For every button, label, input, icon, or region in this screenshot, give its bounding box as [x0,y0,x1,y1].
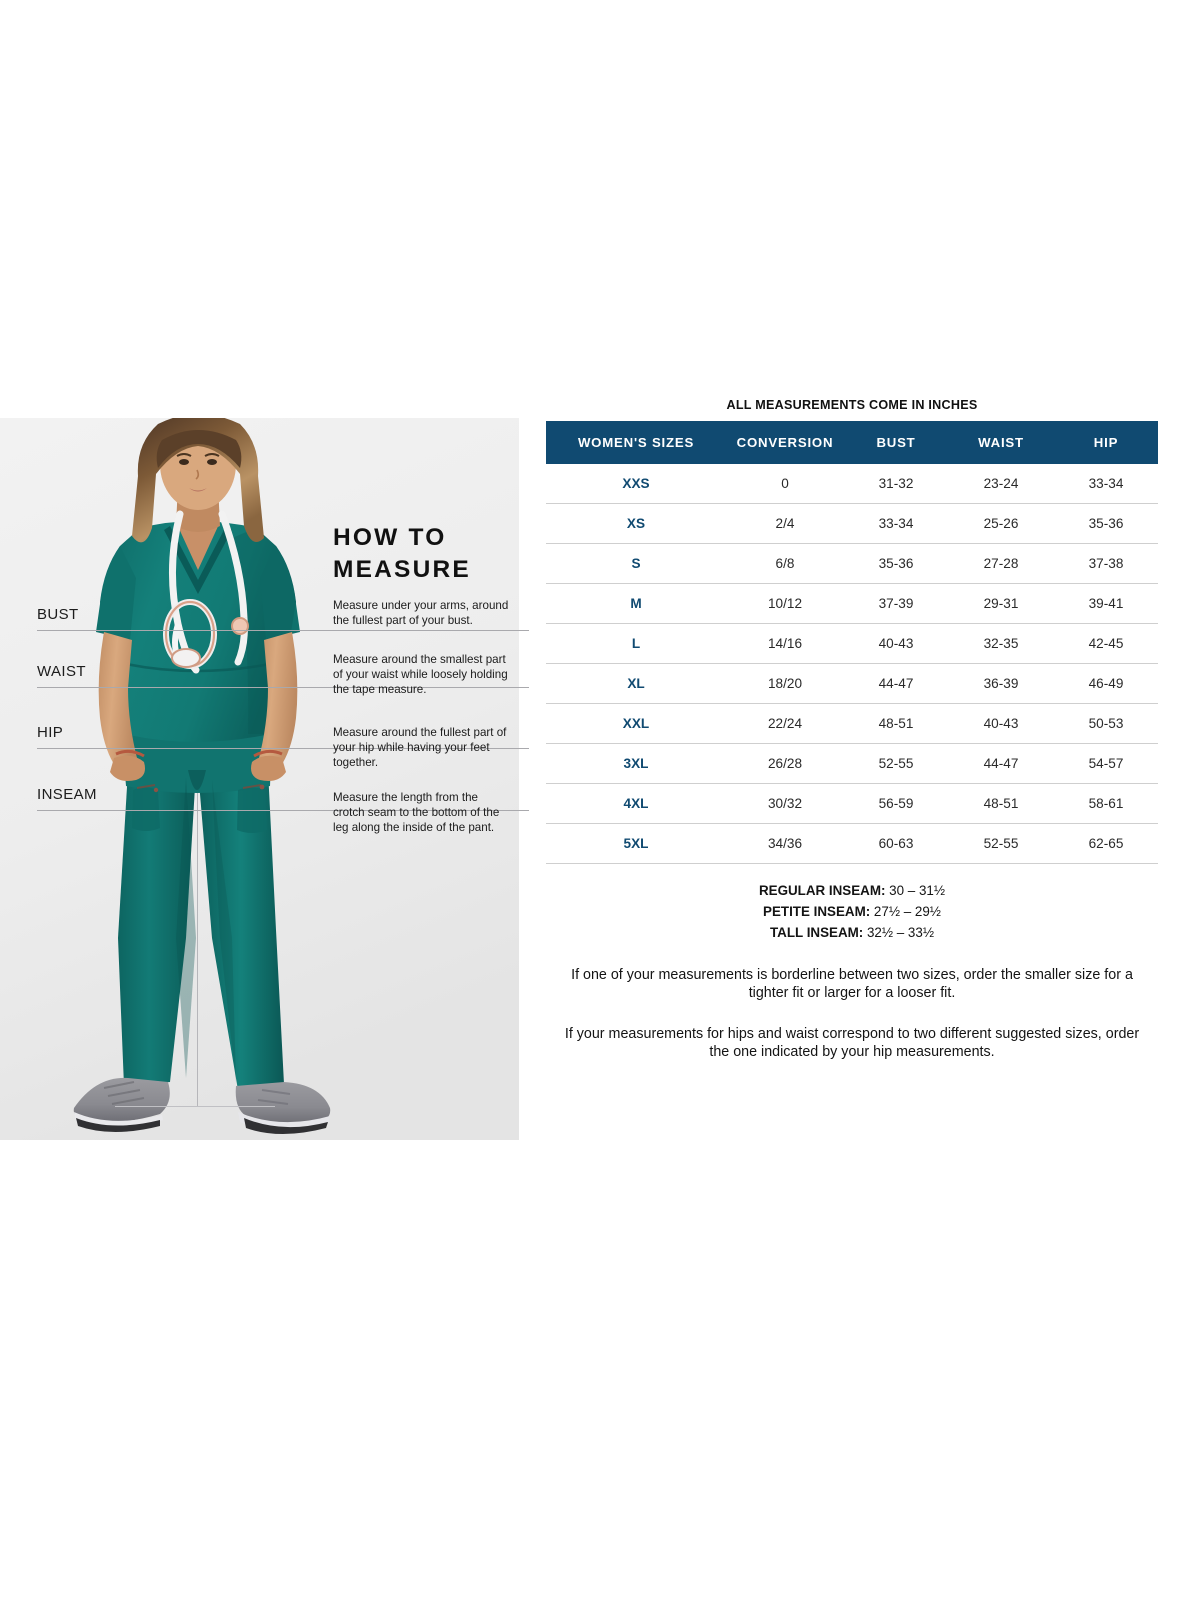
cell-waist: 32-35 [948,623,1054,664]
cell-hip: 58-61 [1054,783,1158,824]
cell-size: XS [546,503,726,544]
column-header-conversion: CONVERSION [726,421,844,464]
cell-bust: 44-47 [844,663,948,704]
cell-bust: 52-55 [844,743,948,784]
sizing-note-borderline: If one of your measurements is borderlin… [571,966,1133,1002]
cell-hip: 42-45 [1054,623,1158,664]
table-row: 5XL 34/36 60-63 52-55 62-65 [546,823,1158,864]
cell-hip: 62-65 [1054,823,1158,864]
cell-conversion: 10/12 [726,583,844,624]
cell-hip: 46-49 [1054,663,1158,704]
cell-bust: 31-32 [844,464,948,504]
cell-size: M [546,583,726,624]
size-chart-section: ALL MEASUREMENTS COME IN INCHES WOMEN'S … [546,398,1158,1062]
cell-waist: 27-28 [948,543,1054,584]
table-row: 3XL 26/28 52-55 44-47 54-57 [546,743,1158,784]
inseam-label-petite: PETITE INSEAM: [763,904,871,920]
cell-conversion: 2/4 [726,503,844,544]
cell-conversion: 6/8 [726,543,844,584]
cell-size: XXL [546,703,726,744]
cell-hip: 35-36 [1054,503,1158,544]
column-header-hip: HIP [1054,421,1158,464]
cell-bust: 60-63 [844,823,948,864]
page-title: HOW TO MEASURE [333,524,471,583]
inseam-measure-line-bottom [115,1106,275,1107]
cell-size: XXS [546,464,726,504]
inseam-label-tall: TALL INSEAM: [770,925,864,941]
inseam-row-regular: REGULAR INSEAM: 30 – 31½ [546,880,1158,901]
model-photo [0,418,519,1140]
cell-conversion: 26/28 [726,743,844,784]
cell-size: 5XL [546,823,726,864]
cell-waist: 29-31 [948,583,1054,624]
cell-size: L [546,623,726,664]
table-row: L 14/16 40-43 32-35 42-45 [546,623,1158,664]
cell-conversion: 34/36 [726,823,844,864]
column-header-waist: WAIST [948,421,1054,464]
measure-label-hip: HIP [37,724,64,741]
cell-waist: 44-47 [948,743,1054,784]
cell-size: S [546,543,726,584]
inseam-row-tall: TALL INSEAM: 32½ – 33½ [546,922,1158,943]
cell-conversion: 14/16 [726,623,844,664]
cell-bust: 56-59 [844,783,948,824]
inseam-measure-line-vertical [197,793,198,1107]
cell-conversion: 18/20 [726,663,844,704]
leader-line-bust [37,630,529,631]
table-header-row: WOMEN'S SIZES CONVERSION BUST WAIST HIP [546,421,1158,464]
size-chart-table: WOMEN'S SIZES CONVERSION BUST WAIST HIP … [546,421,1158,864]
cell-bust: 40-43 [844,623,948,664]
cell-size: 4XL [546,783,726,824]
cell-hip: 37-38 [1054,543,1158,584]
cell-hip: 50-53 [1054,703,1158,744]
cell-hip: 54-57 [1054,743,1158,784]
column-header-womens-sizes: WOMEN'S SIZES [546,421,726,464]
measure-label-inseam: INSEAM [37,786,97,803]
inseam-value-regular: 30 – 31½ [889,883,946,898]
cell-hip: 33-34 [1054,464,1158,504]
cell-waist: 23-24 [948,464,1054,504]
instruction-inseam: Measure the length from the crotch seam … [333,791,500,835]
instruction-hip: Measure around the fullest part of your … [333,726,507,770]
cell-waist: 52-55 [948,823,1054,864]
leader-line-waist [37,687,529,688]
inseam-value-petite: 27½ – 29½ [873,904,941,920]
table-row: XL 18/20 44-47 36-39 46-49 [546,663,1158,704]
column-header-bust: BUST [844,421,948,464]
cell-bust: 48-51 [844,703,948,744]
cell-conversion: 0 [726,464,844,504]
inseam-value-tall: 32½ – 33½ [866,925,934,941]
measure-label-bust: BUST [37,606,79,623]
measure-label-waist: WAIST [37,663,86,680]
cell-hip: 39-41 [1054,583,1158,624]
cell-bust: 35-36 [844,543,948,584]
table-row: 4XL 30/32 56-59 48-51 58-61 [546,783,1158,824]
table-row: M 10/12 37-39 29-31 39-41 [546,583,1158,624]
cell-bust: 33-34 [844,503,948,544]
cell-waist: 36-39 [948,663,1054,704]
leader-line-inseam [37,810,529,811]
cell-size: 3XL [546,743,726,784]
table-row: XXS 0 31-32 23-24 33-34 [546,464,1158,504]
sizing-note-hip-priority: If your measurements for hips and waist … [564,1025,1140,1061]
cell-conversion: 22/24 [726,703,844,744]
inseam-row-petite: PETITE INSEAM: 27½ – 29½ [546,901,1158,922]
instruction-waist: Measure around the smallest part of your… [333,653,508,697]
how-to-measure-panel [0,418,519,1140]
inseam-summary: REGULAR INSEAM: 30 – 31½ PETITE INSEAM: … [546,880,1158,944]
inseam-label-regular: REGULAR INSEAM: [758,883,886,898]
cell-conversion: 30/32 [726,783,844,824]
instruction-bust: Measure under your arms, around the full… [333,599,509,628]
cell-waist: 40-43 [948,703,1054,744]
table-row: S 6/8 35-36 27-28 37-38 [546,543,1158,584]
cell-bust: 37-39 [844,583,948,624]
leader-line-hip [37,748,529,749]
table-row: XS 2/4 33-34 25-26 35-36 [546,503,1158,544]
measurements-units-heading: ALL MEASUREMENTS COME IN INCHES [726,398,978,412]
table-row: XXL 22/24 48-51 40-43 50-53 [546,703,1158,744]
cell-size: XL [546,663,726,704]
cell-waist: 25-26 [948,503,1054,544]
cell-waist: 48-51 [948,783,1054,824]
